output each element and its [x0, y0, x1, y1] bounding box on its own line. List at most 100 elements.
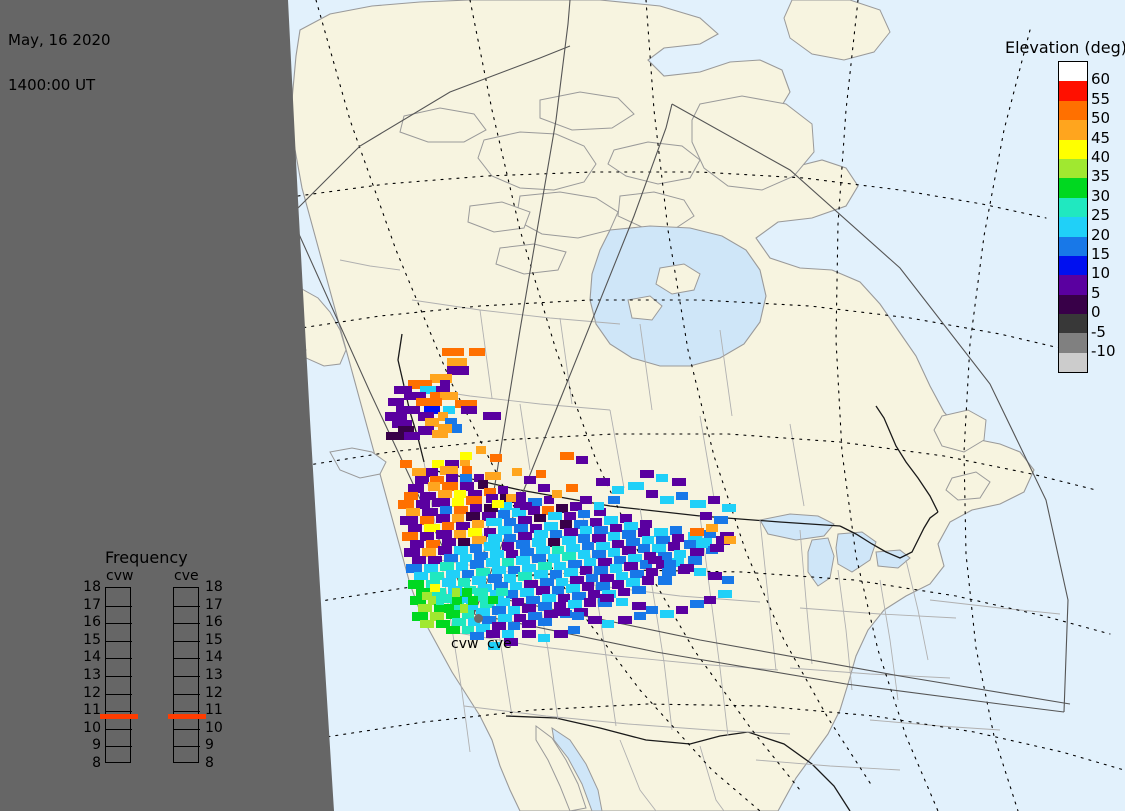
backscatter-cell [638, 528, 650, 537]
backscatter-cell [556, 504, 568, 513]
radar-station-marker [474, 614, 483, 623]
backscatter-cell [444, 554, 458, 562]
backscatter-cell [454, 506, 468, 514]
backscatter-cell [576, 456, 588, 464]
colorbar-label-40: 40 [1091, 148, 1111, 166]
backscatter-cell [602, 620, 614, 628]
backscatter-cell [460, 452, 472, 460]
colorbar-label-45: 45 [1091, 128, 1111, 147]
backscatter-cell [504, 574, 516, 583]
backscatter-cell [654, 528, 668, 537]
backscatter-cell [706, 524, 718, 532]
colorbar-swatch-4 [1059, 139, 1087, 159]
frequency-tick [106, 605, 132, 607]
frequency-tick-label-16: 16 [83, 614, 101, 631]
backscatter-cell [438, 424, 452, 433]
backscatter-cell [640, 560, 652, 569]
backscatter-cell [420, 620, 434, 628]
backscatter-cell [570, 576, 584, 584]
greenland-fringe [783, 0, 891, 61]
backscatter-cell [438, 490, 452, 498]
backscatter-cell [522, 620, 536, 628]
backscatter-cell [447, 366, 455, 375]
backscatter-cell [443, 406, 455, 414]
backscatter-cell [648, 556, 662, 564]
backscatter-cell [452, 514, 464, 523]
backscatter-cell [578, 550, 590, 559]
backscatter-cell [640, 520, 652, 528]
backscatter-cell [614, 556, 626, 564]
backscatter-cell [676, 606, 688, 614]
backscatter-cell [446, 570, 460, 578]
backscatter-cell [430, 392, 444, 400]
backscatter-cell [608, 532, 620, 541]
backscatter-cell [642, 576, 654, 585]
frequency-scale-box-cvw [100, 587, 138, 763]
backscatter-cell [530, 524, 542, 533]
backscatter-cell [476, 588, 488, 596]
backscatter-cell [564, 568, 578, 577]
backscatter-cell [454, 546, 468, 555]
backscatter-cell [610, 524, 622, 532]
backscatter-cell [486, 518, 502, 526]
frequency-tick-label-9: 9 [205, 737, 214, 754]
backscatter-cell [408, 580, 424, 589]
fov-cve-right [473, 613, 1065, 713]
frequency-tick-label-15: 15 [205, 631, 223, 648]
backscatter-cell [424, 524, 440, 532]
backscatter-cell [582, 582, 594, 591]
backscatter-cell [468, 528, 482, 537]
frequency-marker-cvw [100, 714, 138, 720]
great-lakes-ontario [875, 549, 911, 569]
arctic-island-7 [399, 107, 487, 143]
backscatter-cell [416, 398, 442, 406]
backscatter-cell [684, 540, 698, 549]
backscatter-cell [514, 524, 528, 533]
backscatter-cell [528, 612, 542, 620]
backscatter-cell [522, 630, 536, 638]
colorbar-label-30: 30 [1091, 186, 1111, 205]
backscatter-cell [430, 476, 444, 484]
frequency-tick-label-8: 8 [92, 755, 101, 771]
backscatter-cell [462, 588, 472, 597]
backscatter-cell [406, 564, 422, 573]
backscatter-cell [496, 588, 508, 596]
frequency-tick-label-9: 9 [92, 737, 101, 754]
backscatter-cell [476, 568, 490, 576]
backscatter-cell [474, 552, 488, 560]
backscatter-cell [462, 626, 474, 634]
backscatter-cell [708, 496, 720, 504]
backscatter-cell [440, 392, 458, 400]
backscatter-cell [612, 486, 624, 494]
elevation-legend-title: Elevation (deg) [1005, 38, 1125, 57]
backscatter-cell [714, 516, 728, 524]
backscatter-cell [696, 540, 708, 548]
backscatter-cell [445, 418, 457, 427]
backscatter-cell [536, 586, 550, 595]
colorbar-swatch-10 [1059, 255, 1087, 276]
backscatter-cell [594, 508, 606, 516]
colorbar-label-20: 20 [1091, 225, 1111, 244]
backscatter-cell [482, 512, 496, 521]
backscatter-cell [534, 570, 548, 579]
backscatter-cell [452, 588, 460, 597]
colorbar-swatch-12 [1059, 294, 1087, 315]
backscatter-cell [428, 596, 442, 605]
frequency-tick [106, 623, 132, 625]
backscatter-cell [628, 482, 644, 490]
fov-cvw-arc [291, 45, 571, 215]
frequency-scale-box-cve [168, 587, 206, 763]
backscatter-cell [674, 550, 686, 558]
frequency-column-name-cvw: cvw [106, 568, 134, 584]
backscatter-cell [536, 470, 546, 478]
backscatter-cell [672, 558, 684, 567]
backscatter-cell [568, 600, 582, 609]
frequency-tick [174, 693, 200, 695]
arctic-island-6 [495, 243, 567, 275]
backscatter-cell [424, 406, 440, 414]
backscatter-cell [470, 560, 484, 569]
backscatter-cell [670, 526, 682, 535]
frequency-tick-label-8: 8 [205, 755, 214, 771]
arctic-island-1 [477, 131, 597, 191]
backscatter-cell [536, 546, 550, 554]
